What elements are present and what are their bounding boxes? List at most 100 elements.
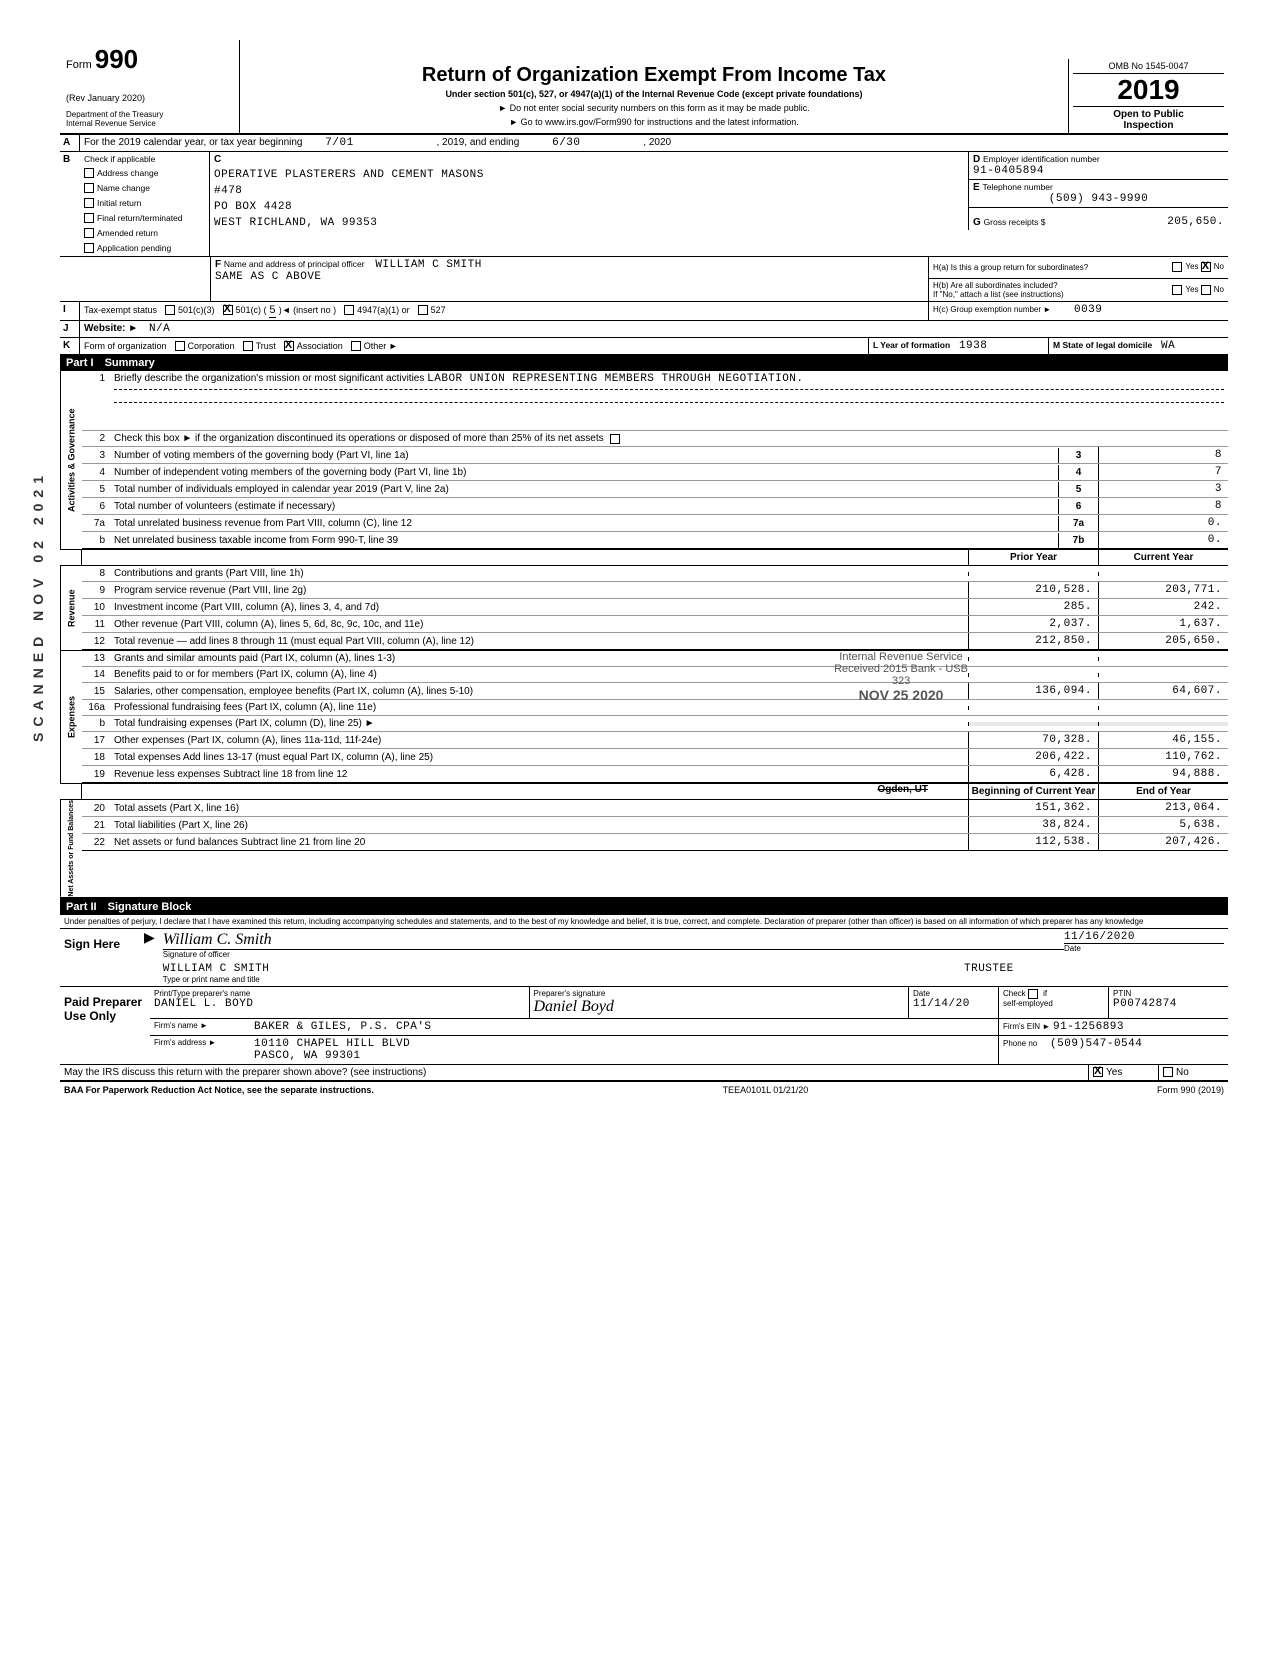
current-year-value: 5,638. [1098,817,1228,833]
irs-received-stamp: Internal Revenue Service Received 2015 B… [834,651,968,703]
line-num: 7a [82,516,110,531]
prior-year-value: 38,824. [968,817,1098,833]
form-label-prefix: Form [66,59,92,71]
chk-527[interactable] [418,305,428,315]
line-desc: Total unrelated business revenue from Pa… [110,516,1058,531]
block-g-text: Gross receipts $ [984,217,1046,227]
gov-line: 5 Total number of individuals employed i… [82,481,1228,498]
header-data-block: B Check if applicable Address change Nam… [60,152,1228,257]
line-a-mid: , 2019, and ending [436,137,519,148]
prior-year-value: 6,428. [968,766,1098,782]
q1-num: 1 [82,371,110,386]
line-m-text: M State of legal domicile [1053,340,1152,350]
chk-discuss-no[interactable] [1163,1067,1173,1077]
chk-name-change[interactable] [84,183,94,193]
line-desc: Total number of volunteers (estimate if … [110,499,1058,514]
prior-year-value [968,706,1098,710]
sign-here-row: Sign Here ▶ William C. Smith Signature o… [60,929,1228,987]
open-public: Open to Public Inspection [1073,106,1224,131]
prep-sig-lbl: Preparer's signature [534,989,905,998]
check-lbl: Check [1003,989,1026,998]
line-num: 13 [82,651,110,666]
chk-ha-no[interactable] [1201,262,1211,272]
line-num: 18 [82,750,110,765]
prep-signature: Daniel Boyd [534,998,905,1016]
opt-501c-tail: )◄ (insert no ) [279,305,336,315]
stamp-l1: Internal Revenue Service [834,651,968,663]
netassets-sidelabel: Net Assets or Fund Balances [60,800,82,897]
discuss-yes: Yes [1106,1067,1122,1078]
block-e-label: E [973,182,980,193]
line-value: 8 [1098,447,1228,463]
part1-header: Part I Summary [60,355,1228,371]
footer-row: BAA For Paperwork Reduction Act Notice, … [60,1081,1228,1098]
opt-501c: 501(c) ( [236,305,267,315]
block-b-checks: Check if applicable Address change Name … [80,152,210,256]
officer-signature: William C. Smith [163,931,1064,950]
line-box: 5 [1058,482,1098,497]
officer-addr: SAME AS C ABOVE [215,271,924,283]
line-num: 21 [82,818,110,833]
form-revision: (Rev January 2020) [66,93,233,103]
chk-final-return[interactable] [84,213,94,223]
chk-self-employed[interactable] [1028,989,1038,999]
netassets-header-row: Ogden, UT Beginning of Current Year End … [60,784,1228,800]
chk-ha-yes[interactable] [1172,262,1182,272]
chk-discontinued[interactable] [610,434,620,444]
chk-initial-return[interactable] [84,198,94,208]
line-num: 10 [82,600,110,615]
prior-year-value [968,657,1098,661]
line-desc: Number of voting members of the governin… [110,448,1058,463]
chk-hb-yes[interactable] [1172,285,1182,295]
chk-hb-no[interactable] [1201,285,1211,295]
current-year-value: 1,637. [1098,616,1228,632]
line-j-text: Website: ► [84,323,138,334]
block-f-text: Name and address of principal officer [224,259,365,269]
date-label: Date [1064,944,1224,953]
sig-date: 11/16/2020 [1064,931,1224,944]
opt-trust: Trust [256,341,276,351]
line-num: 15 [82,684,110,699]
baa-text: BAA For Paperwork Reduction Act Notice, … [64,1085,374,1095]
line-num: 16a [82,700,110,715]
sig-label: Signature of officer [163,950,1064,959]
summary-line: 9 Program service revenue (Part VIII, li… [82,582,1228,599]
current-year-value [1098,706,1228,710]
phone-value: (509) 943-9990 [973,193,1224,205]
omb-number: OMB No 1545-0047 [1073,61,1224,74]
line-value: 7 [1098,464,1228,480]
chk-501c3[interactable] [165,305,175,315]
block-b-header: Check if applicable [80,152,209,166]
current-year-value [1098,722,1228,726]
summary-line: 8 Contributions and grants (Part VIII, l… [82,566,1228,582]
chk-address-change[interactable] [84,168,94,178]
chk-application-pending[interactable] [84,243,94,253]
chk-trust[interactable] [243,341,253,351]
chk-other[interactable] [351,341,361,351]
chk-amended-return[interactable] [84,228,94,238]
line-box: 4 [1058,465,1098,480]
revenue-sidelabel: Revenue [60,566,82,650]
phone-lbl: Phone no [1003,1039,1037,1048]
summary-line: 12 Total revenue — add lines 8 through 1… [82,633,1228,650]
line-num: 19 [82,767,110,782]
summary-line: 19 Revenue less expenses Subtract line 1… [82,766,1228,783]
line-box: 3 [1058,448,1098,463]
current-year-hdr: Current Year [1098,550,1228,565]
paid-preparer-label: Paid Preparer Use Only [60,987,150,1064]
line-k-row: K Form of organization Corporation Trust… [60,338,1228,356]
line-num: 3 [82,448,110,463]
chk-discuss-yes[interactable] [1093,1067,1103,1077]
chk-501c[interactable] [223,305,233,315]
expenses-section: Expenses 13 Grants and similar amounts p… [60,651,1228,784]
summary-line: 10 Investment income (Part VIII, column … [82,599,1228,616]
chk-corp[interactable] [175,341,185,351]
summary-line: 14 Benefits paid to or for members (Part… [82,667,1228,683]
line-num: 20 [82,801,110,816]
chk-4947[interactable] [344,305,354,315]
chk-assoc[interactable] [284,341,294,351]
h-c-text: H(c) Group exemption number ► [933,305,1051,314]
q1-text: Briefly describe the organization's miss… [114,373,424,384]
org-addr2: WEST RICHLAND, WA 99353 [210,215,968,231]
opt-address-change: Address change [97,168,158,178]
